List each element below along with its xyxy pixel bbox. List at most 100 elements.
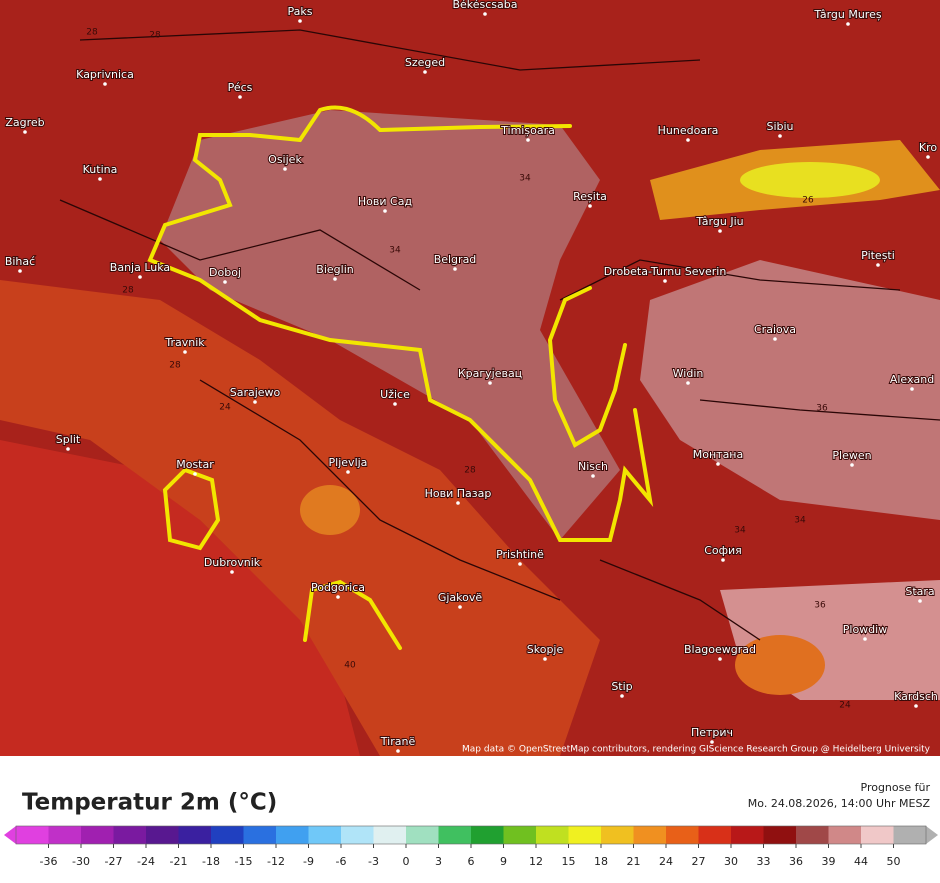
city-dot [710, 740, 714, 744]
colorbar-segment [308, 826, 342, 844]
city-dot [863, 637, 867, 641]
city-label: Pitești [861, 249, 895, 262]
colorbar-tick-label: -30 [72, 855, 90, 868]
city-dot [456, 501, 460, 505]
colorbar-tick-label: 33 [757, 855, 771, 868]
city-label: Bieglin [316, 263, 353, 276]
warm-pink-zone [160, 110, 620, 540]
city-label: Blagoewgrad [684, 643, 756, 656]
city-dot [453, 267, 457, 271]
city-dot [526, 138, 530, 142]
city-dot [98, 177, 102, 181]
colorbar-tick-label: 9 [500, 855, 507, 868]
colorbar-tick-label: 18 [594, 855, 608, 868]
colorbar-segment [48, 826, 82, 844]
city-label: Kutina [83, 163, 118, 176]
city-dot [393, 402, 397, 406]
contour-line [162, 467, 221, 551]
city-label: Крагујевац [458, 367, 522, 380]
border [59, 29, 940, 641]
isotherm-label: 40 [344, 661, 356, 671]
city-label: Gjakovë [438, 591, 483, 604]
colorbar-segment [698, 826, 732, 844]
colorbar-segment [276, 826, 309, 844]
isotherm-label: 34 [794, 516, 806, 526]
city-label: Užice [380, 388, 410, 401]
colorbar-segment [146, 826, 179, 844]
city-dot [718, 229, 722, 233]
city-label: Nisch [578, 460, 608, 473]
city-label: Prishtinë [496, 548, 544, 561]
contour-line [303, 579, 402, 650]
colorbar-segment [796, 826, 829, 844]
city-label: Sarajewo [230, 386, 281, 399]
city-dot [591, 474, 595, 478]
city-dot [918, 599, 922, 603]
city-dot [778, 134, 782, 138]
city-dot [18, 269, 22, 273]
city-label: Osijek [268, 153, 302, 166]
hot-spot [300, 485, 360, 535]
colorbar-tick-label: 3 [435, 855, 442, 868]
city-dot [223, 280, 227, 284]
city-layer: Paks Békéscsaba Târgu Mureș Kaprivnica Pécs S… [4, 0, 939, 753]
city-label: Craiova [754, 323, 796, 336]
colorbar-tick-label: 12 [529, 855, 543, 868]
colorbar-tick-label: -24 [137, 855, 155, 868]
colorbar-segment [828, 826, 862, 844]
colorbar-segment [503, 826, 537, 844]
city-label: Drobeta-Turnu Severin [604, 265, 727, 278]
city-dot [721, 558, 725, 562]
colorbar-tick-label: 0 [403, 855, 410, 868]
city-label: Stara [905, 585, 934, 598]
colorbar-segment [666, 826, 699, 844]
city-dot [718, 657, 722, 661]
colorbar-tick-label: -9 [303, 855, 314, 868]
city-label: Нови Сад [358, 195, 413, 208]
city-label: София [704, 544, 742, 557]
city-dot [23, 130, 27, 134]
city-label: Tiranë [380, 735, 416, 748]
city-label: Timișoara [500, 124, 555, 137]
isotherm-label: 28 [464, 466, 476, 476]
colorbar-tick-label: -18 [202, 855, 220, 868]
city-label: Widin [673, 367, 704, 380]
city-dot [716, 462, 720, 466]
city-dot [910, 387, 914, 391]
city-dot [283, 167, 287, 171]
colorbar-segment [406, 826, 439, 844]
colorbar-segment [633, 826, 667, 844]
city-label: Kardsch [894, 690, 938, 703]
city-dot [238, 95, 242, 99]
colorbar: -36 -30 -27 -24 -21 -18 -15 -12 -9 -6 -3 0 3 6 9 12 15 18… [4, 825, 938, 868]
colorbar-tick-label: -27 [105, 855, 123, 868]
city-label: Skopje [527, 643, 564, 656]
city-dot [230, 570, 234, 574]
colorbar-tick-label: -3 [368, 855, 379, 868]
city-label: Târgu Jiu [695, 215, 743, 228]
isotherm-label: 36 [816, 404, 828, 414]
colorbar-segment [601, 826, 634, 844]
colorbar-tick-label: -6 [336, 855, 347, 868]
city-dot [686, 138, 690, 142]
city-label: Kro [919, 141, 937, 154]
colorbar-segment [731, 826, 764, 844]
city-label: Zagreb [5, 116, 44, 129]
colorbar-segment [471, 826, 504, 844]
city-dot [926, 155, 930, 159]
forecast-time: Mo. 24.08.2026, 14:00 Uhr MESZ [748, 797, 931, 810]
city-dot [383, 209, 387, 213]
city-dot [193, 472, 197, 476]
colorbar-arrow [4, 826, 16, 844]
city-dot [458, 605, 462, 609]
legend: Temperatur 2m (°C) Prognose für Mo. 24.0… [4, 781, 938, 868]
colorbar-segment [861, 826, 894, 844]
city-label: Doboj [209, 266, 241, 279]
hot-spot [735, 635, 825, 695]
city-label: Hunedoara [658, 124, 719, 137]
colorbar-tick-label: 21 [627, 855, 641, 868]
attribution: Map data © OpenStreetMap contributors, r… [462, 745, 931, 755]
isotherm-label: 34 [734, 526, 746, 536]
